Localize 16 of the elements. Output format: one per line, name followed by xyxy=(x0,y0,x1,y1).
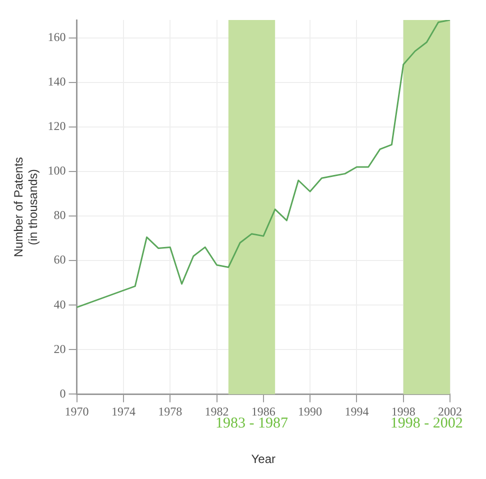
y-tick-label: 160 xyxy=(48,30,66,44)
x-tick-label: 1970 xyxy=(64,404,89,419)
y-axis-title: Number of Patents (in thousands) xyxy=(12,157,40,258)
x-tick-label: 1994 xyxy=(344,404,369,419)
x-tick-label: 1978 xyxy=(158,404,182,419)
y-tick-label: 60 xyxy=(54,252,66,267)
x-tick-label: 1990 xyxy=(298,404,322,419)
y-tick-label: 20 xyxy=(54,342,66,356)
x-axis-title: Year xyxy=(251,452,276,466)
y-tick-label: 80 xyxy=(54,208,66,222)
y-tick-label: 140 xyxy=(48,74,66,89)
y-tick-label: 40 xyxy=(54,297,66,312)
y-tick-label: 120 xyxy=(48,119,66,134)
x-tick-label: 1974 xyxy=(111,404,136,419)
y-tick-label: 0 xyxy=(60,386,66,400)
y-tick-label: 100 xyxy=(48,164,66,178)
